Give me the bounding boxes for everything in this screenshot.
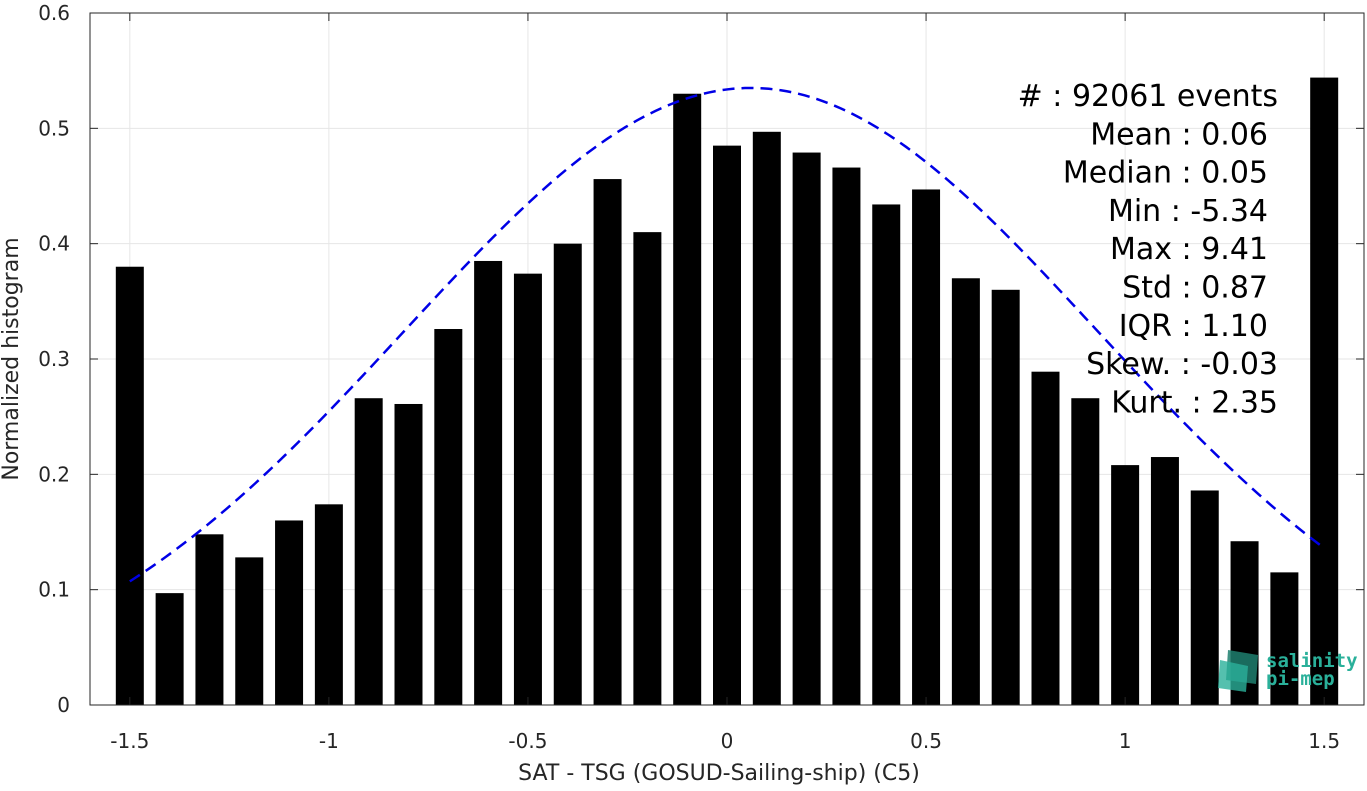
histogram-bar [832,167,861,706]
histogram-bar [1150,457,1179,705]
y-tick-label: 0.4 [38,232,70,256]
stat-line: # : 92061 events [1018,79,1278,114]
x-axis-ticks: -1.5 -1 -0.5 0 0.5 1 1.5 [110,13,1340,753]
y-tick-label: 0.1 [38,578,70,602]
histogram-bar [951,278,980,705]
stat-line: Std : 0.87 [1122,271,1268,306]
histogram-bar [235,557,264,705]
x-axis-title: SAT - TSG (GOSUD-Sailing-ship) (C5) [518,761,920,786]
stat-line: Mean : 0.06 [1090,117,1268,152]
histogram-bar [155,593,184,705]
logo-text-pimep: pi-mep [1266,668,1335,690]
stat-line: Max : 9.41 [1110,232,1268,267]
histogram-bar [1031,371,1060,705]
y-axis-title: Normalized histogram [0,237,24,480]
histogram-bar [1190,490,1219,705]
x-tick-label: 1.5 [1308,729,1340,753]
histogram-bar [752,131,781,705]
histogram-bar [314,504,343,705]
x-tick-label: 0 [721,729,734,753]
logo-mark-front [1218,660,1248,692]
histogram-bar [553,243,582,705]
histogram-bar [1270,572,1299,705]
histogram-bar [195,534,224,705]
histogram-bar [513,273,542,705]
histogram-bar [354,398,383,705]
x-tick-label: -0.5 [508,729,547,753]
histogram-bar [275,520,304,705]
histogram-bar [872,204,901,705]
histogram-bar [593,179,622,705]
histogram-bar [912,189,941,705]
stat-line: Median : 0.05 [1063,156,1268,191]
x-tick-label: -1.5 [110,729,149,753]
histogram-bar [1111,465,1140,705]
logo-text-salinity: salinity [1266,650,1358,672]
histogram-bar [713,145,741,706]
histogram-bar [434,329,463,705]
histogram-bar [633,232,662,705]
histogram-bars [115,77,1339,706]
histogram-bar [394,403,423,705]
x-tick-label: -1 [319,729,339,753]
histogram-bar [673,93,702,705]
y-tick-label: 0.2 [38,462,70,486]
histogram-bar [115,266,144,705]
y-axis-ticks: 0 0.1 0.2 0.3 0.4 0.5 0.6 [38,1,1364,717]
y-tick-label: 0.6 [38,1,70,25]
histogram-bar [1310,77,1339,705]
y-tick-label: 0.5 [38,116,70,140]
stat-line: Skew. : -0.03 [1086,347,1278,382]
y-tick-label: 0.3 [38,347,70,371]
x-tick-label: 1 [1119,729,1132,753]
y-tick-label: 0 [57,693,70,717]
gaussian-fit-curve [129,86,1325,583]
x-tick-label: 0.5 [910,729,942,753]
histogram-bar [991,289,1020,705]
histogram-bar [1071,398,1100,705]
stat-line: Min : -5.34 [1108,194,1268,229]
histogram-bar [474,260,503,705]
salinity-pimep-logo: salinity pi-mep [1218,650,1358,692]
histogram-bar [792,152,821,705]
stat-line: Kurt. : 2.35 [1111,385,1278,420]
stat-line: IQR : 1.10 [1119,309,1268,344]
